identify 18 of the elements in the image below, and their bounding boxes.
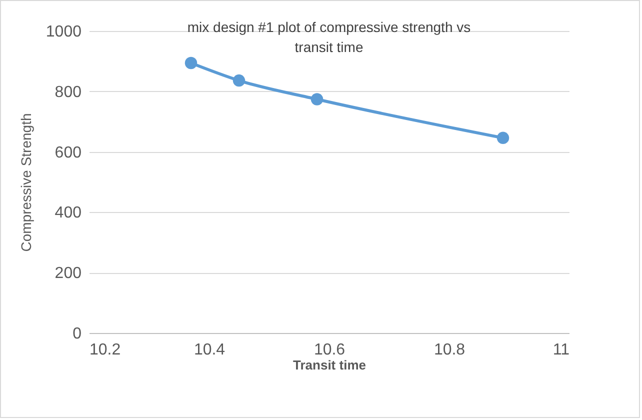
y-tick-label: 0 (72, 326, 82, 342)
y-tick-label: 200 (54, 265, 82, 282)
y-tick-label: 1000 (46, 24, 82, 40)
point (232, 74, 246, 87)
y-tick-label: 800 (54, 84, 82, 101)
x-tick-label: 10.4 (194, 342, 226, 358)
x-tick-label: 10.8 (434, 342, 466, 358)
point (310, 93, 324, 106)
x-tick-label: 10.2 (90, 342, 121, 358)
chart-title: mix design #1 plot of compressive strength vs transit time (187, 19, 471, 55)
y-tick-label: 600 (54, 144, 82, 162)
point (184, 56, 198, 70)
x-tick-label: 11 (552, 342, 570, 358)
point (496, 132, 510, 144)
y-tick-label: 400 (54, 204, 82, 222)
x-axis-title: Transit time (293, 358, 366, 372)
y-axis-title: Compressive Strength (18, 113, 34, 252)
x-tick-label: 10.6 (314, 342, 346, 358)
